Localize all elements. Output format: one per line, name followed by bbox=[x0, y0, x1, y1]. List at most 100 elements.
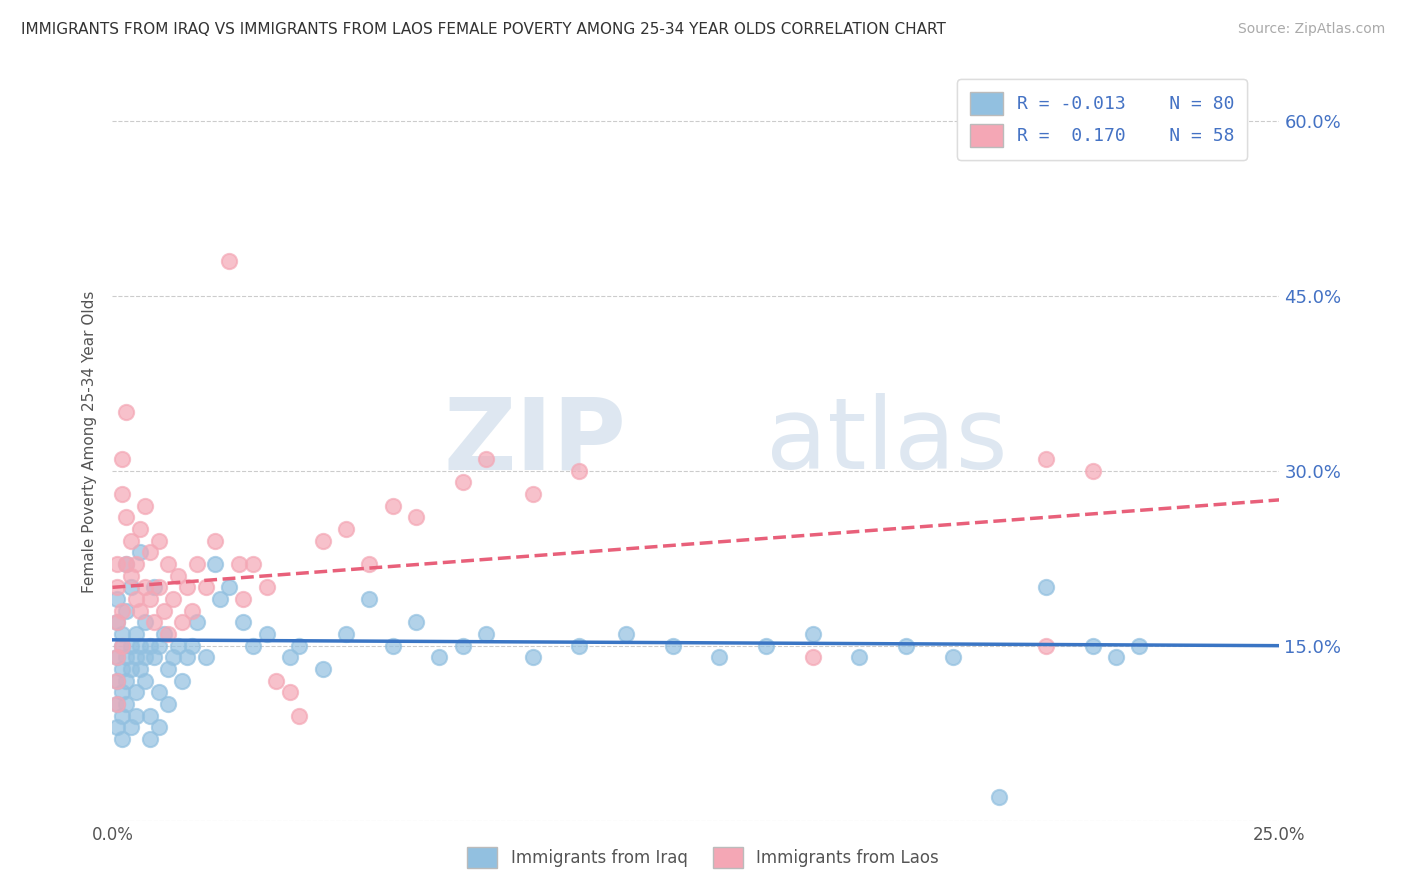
Point bbox=[111, 639, 134, 653]
Point bbox=[186, 557, 208, 571]
Point bbox=[381, 639, 404, 653]
Point bbox=[522, 650, 544, 665]
Point bbox=[278, 685, 301, 699]
Point bbox=[111, 627, 134, 641]
Point bbox=[204, 557, 226, 571]
Point bbox=[242, 557, 264, 571]
Point bbox=[186, 615, 208, 630]
Point bbox=[120, 662, 142, 676]
Point bbox=[115, 557, 138, 571]
Point bbox=[166, 568, 188, 582]
Legend: Immigrants from Iraq, Immigrants from Laos: Immigrants from Iraq, Immigrants from La… bbox=[461, 840, 945, 875]
Point bbox=[451, 475, 474, 490]
Point bbox=[381, 499, 404, 513]
Point bbox=[105, 615, 128, 630]
Point bbox=[129, 604, 152, 618]
Point bbox=[1035, 639, 1057, 653]
Text: IMMIGRANTS FROM IRAQ VS IMMIGRANTS FROM LAOS FEMALE POVERTY AMONG 25-34 YEAR OLD: IMMIGRANTS FROM IRAQ VS IMMIGRANTS FROM … bbox=[21, 22, 946, 37]
Point bbox=[105, 592, 128, 607]
Point bbox=[105, 697, 128, 711]
Point bbox=[120, 720, 142, 734]
Point bbox=[105, 650, 128, 665]
Point bbox=[988, 790, 1011, 805]
Point bbox=[125, 592, 148, 607]
Point bbox=[148, 580, 170, 594]
Point bbox=[709, 650, 731, 665]
Point bbox=[115, 673, 138, 688]
Point bbox=[335, 627, 357, 641]
Point bbox=[264, 673, 287, 688]
Point bbox=[405, 615, 427, 630]
Point bbox=[134, 580, 156, 594]
Point bbox=[176, 580, 198, 594]
Point bbox=[139, 708, 162, 723]
Point bbox=[143, 580, 166, 594]
Point bbox=[120, 580, 142, 594]
Point bbox=[614, 627, 637, 641]
Point bbox=[278, 650, 301, 665]
Point bbox=[288, 639, 311, 653]
Point bbox=[256, 627, 278, 641]
Point bbox=[111, 487, 134, 501]
Point bbox=[801, 627, 824, 641]
Point bbox=[111, 662, 134, 676]
Point bbox=[111, 452, 134, 467]
Point bbox=[115, 697, 138, 711]
Point bbox=[115, 405, 138, 419]
Point bbox=[568, 464, 591, 478]
Point bbox=[148, 720, 170, 734]
Point bbox=[139, 592, 162, 607]
Text: Source: ZipAtlas.com: Source: ZipAtlas.com bbox=[1237, 22, 1385, 37]
Point bbox=[1105, 650, 1128, 665]
Point bbox=[148, 685, 170, 699]
Text: atlas: atlas bbox=[766, 393, 1008, 490]
Point bbox=[359, 592, 381, 607]
Point bbox=[105, 673, 128, 688]
Point bbox=[111, 685, 134, 699]
Point bbox=[129, 545, 152, 559]
Point bbox=[475, 627, 498, 641]
Point bbox=[311, 662, 333, 676]
Y-axis label: Female Poverty Among 25-34 Year Olds: Female Poverty Among 25-34 Year Olds bbox=[82, 291, 97, 592]
Point bbox=[162, 592, 184, 607]
Point bbox=[661, 639, 683, 653]
Point bbox=[111, 708, 134, 723]
Point bbox=[427, 650, 450, 665]
Point bbox=[1128, 639, 1150, 653]
Point bbox=[157, 557, 180, 571]
Point bbox=[129, 662, 152, 676]
Point bbox=[848, 650, 870, 665]
Point bbox=[111, 604, 134, 618]
Point bbox=[115, 510, 138, 524]
Point bbox=[208, 592, 231, 607]
Point bbox=[311, 533, 333, 548]
Point bbox=[228, 557, 250, 571]
Point bbox=[139, 545, 162, 559]
Point bbox=[1035, 580, 1057, 594]
Point bbox=[180, 639, 202, 653]
Point bbox=[172, 615, 194, 630]
Point bbox=[143, 615, 166, 630]
Point bbox=[125, 708, 148, 723]
Point bbox=[129, 639, 152, 653]
Point bbox=[568, 639, 591, 653]
Point bbox=[134, 650, 156, 665]
Point bbox=[153, 604, 176, 618]
Point bbox=[134, 673, 156, 688]
Point bbox=[172, 673, 194, 688]
Point bbox=[242, 639, 264, 653]
Point bbox=[139, 639, 162, 653]
Point bbox=[256, 580, 278, 594]
Point bbox=[139, 731, 162, 746]
Point bbox=[166, 639, 188, 653]
Point bbox=[232, 615, 254, 630]
Point bbox=[157, 627, 180, 641]
Point bbox=[405, 510, 427, 524]
Point bbox=[194, 650, 217, 665]
Point bbox=[148, 533, 170, 548]
Point bbox=[359, 557, 381, 571]
Point bbox=[125, 650, 148, 665]
Text: ZIP: ZIP bbox=[443, 393, 626, 490]
Point bbox=[180, 604, 202, 618]
Point bbox=[134, 499, 156, 513]
